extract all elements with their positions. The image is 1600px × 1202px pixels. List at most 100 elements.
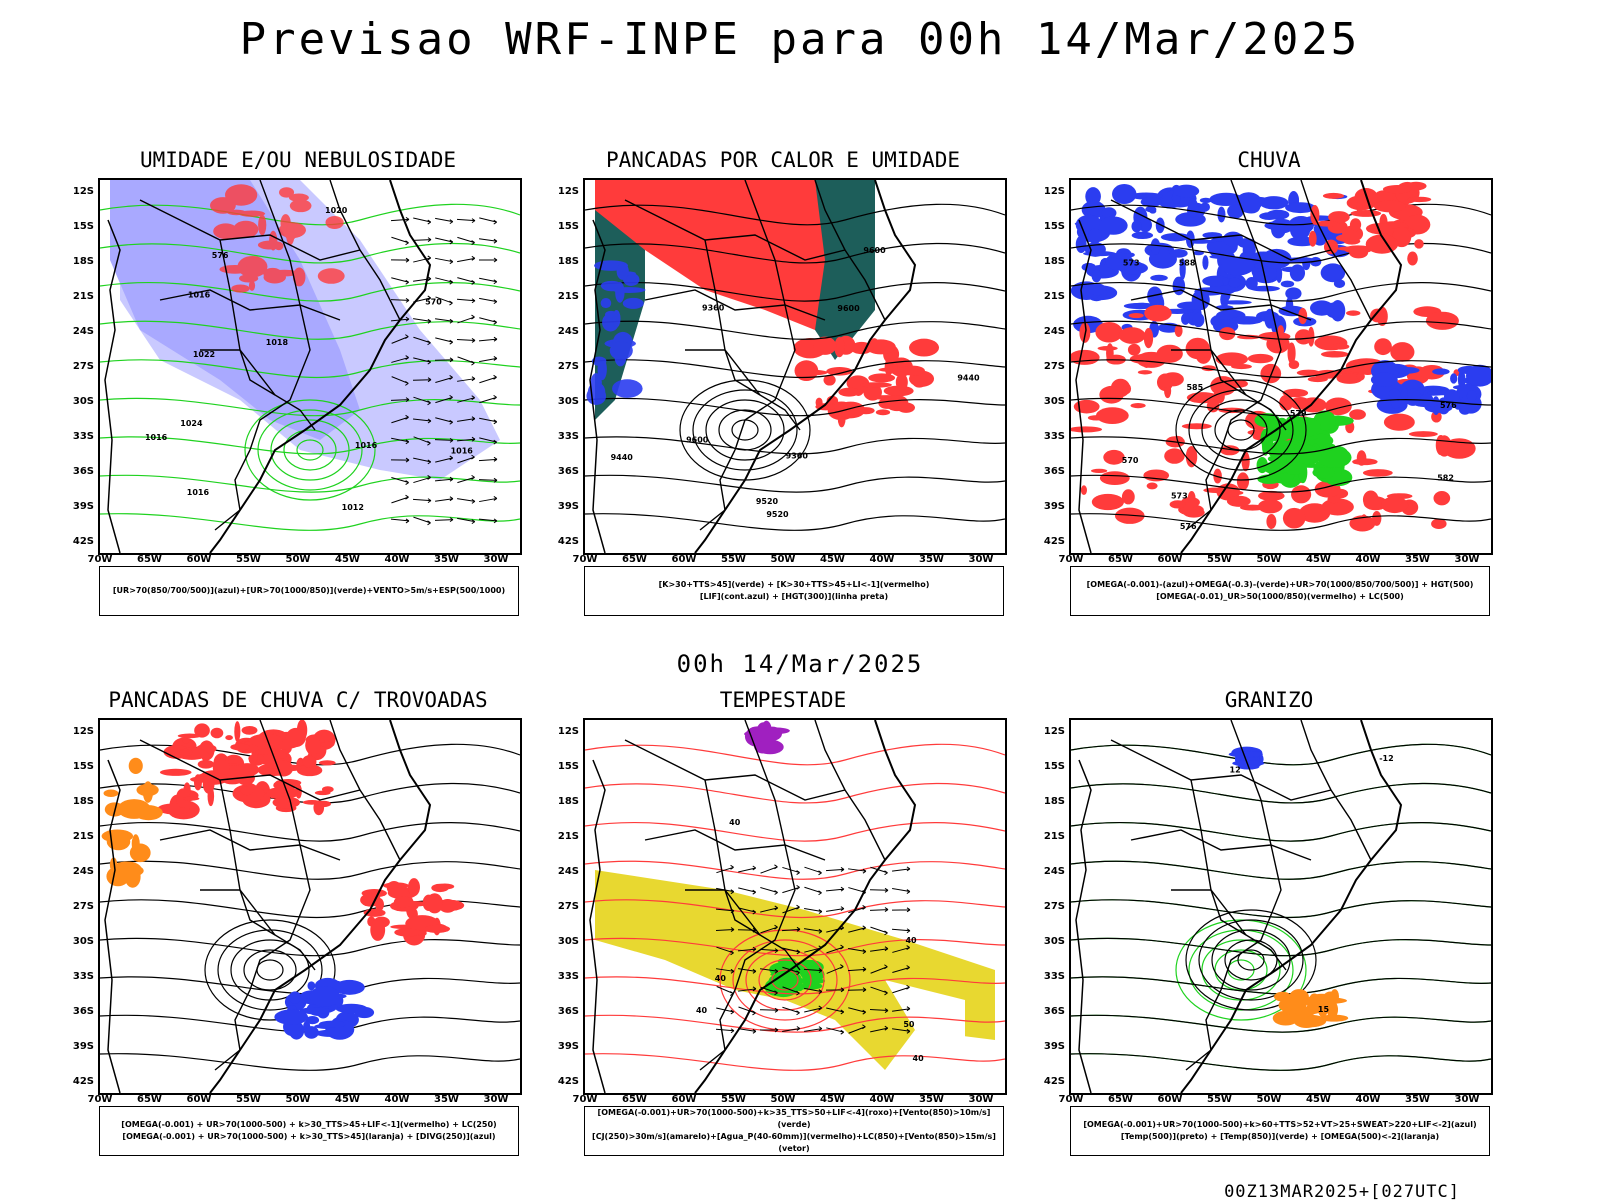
lon-tick-label: 70W	[572, 1094, 598, 1105]
lon-tick-label: 55W	[236, 554, 261, 565]
map-canvas: 40 40 40 40 50 40	[585, 720, 1005, 1093]
lat-tick-label: 18S	[72, 796, 94, 807]
contour-label: 1016	[451, 446, 474, 455]
map-canvas: 1016 1016 1016 1016 1012 1016 1018 1020 1022 1024…	[100, 180, 520, 553]
lat-tick-label: 33S	[1043, 431, 1065, 442]
lon-tick-label: 50W	[770, 1094, 796, 1105]
divergence-blue	[274, 977, 375, 1040]
lon-tick-label: 30W	[968, 554, 994, 565]
lat-tick-label: 36S	[1043, 1006, 1065, 1017]
contour-label: 1024	[180, 419, 203, 428]
contour-lines	[585, 203, 1005, 531]
lat-tick-label: 36S	[557, 1006, 579, 1017]
lat-tick-label: 33S	[557, 971, 579, 982]
lat-tick-label: 27S	[72, 901, 94, 912]
lon-tick-label: 35W	[1405, 554, 1430, 565]
panel-title: PANCADAS POR CALOR E UMIDADE	[605, 148, 960, 172]
omega-orange	[1272, 989, 1349, 1028]
lat-tick-label: 33S	[557, 431, 579, 442]
contour-label: 9440	[611, 453, 634, 462]
lon-tick-label: 50W	[1256, 1094, 1282, 1105]
panel-granizo: GRANIZO 12 15 -12 12S 15S 18S 21S 24S 27S 30S 33S 36…	[1019, 688, 1519, 1168]
panel-title: UMIDADE E/OU NEBULOSIDADE	[139, 148, 457, 172]
lat-tick-label: 42S	[72, 1076, 94, 1087]
lon-tick-label: 45W	[1306, 554, 1331, 565]
lat-tick-label: 15S	[72, 221, 94, 232]
hail-blue	[1228, 746, 1265, 770]
coastline-and-borders	[1075, 720, 1403, 1093]
panel-tempestade: TEMPESTADE 40 40 40 40 50 40 12S 15S 18S 21S 24S 27S…	[533, 688, 1033, 1168]
lon-tick-label: 60W	[186, 554, 212, 565]
contour-label: 9520	[766, 510, 789, 519]
map-frame: 12 15 -12	[1069, 718, 1493, 1095]
legend-line: [OMEGA(-0.001)-(azul)+OMEGA(-0.3)-(verde…	[1086, 580, 1474, 589]
contour-lines	[585, 743, 1005, 1071]
contour-lines	[100, 203, 520, 531]
contour-label: 9600	[686, 436, 709, 445]
lon-tick-label: 70W	[1058, 554, 1084, 565]
storm-red-area	[360, 878, 465, 946]
lon-tick-label: 65W	[137, 554, 162, 565]
lon-tick-label: 65W	[622, 554, 647, 565]
contour-label: 1016	[187, 488, 210, 497]
contour-label: 573	[1171, 491, 1188, 500]
lat-tick-label: 15S	[1043, 221, 1065, 232]
lon-tick-label: 35W	[1405, 1094, 1430, 1105]
rain-blue-area	[1071, 184, 1351, 338]
lon-tick-label: 30W	[1454, 554, 1480, 565]
lon-tick-label: 30W	[1454, 1094, 1480, 1105]
lon-tick-label: 30W	[483, 1094, 509, 1105]
lat-tick-label: 30S	[1043, 936, 1065, 947]
lon-tick-label: 45W	[1306, 1094, 1331, 1105]
panel-legend: [OMEGA(-0.001) + UR>70(1000-500) + k>30_…	[99, 1106, 519, 1156]
lon-tick-label: 60W	[1157, 554, 1183, 565]
lat-tick-label: 21S	[72, 831, 94, 842]
lon-tick-label: 50W	[770, 554, 796, 565]
wind-vectors	[715, 864, 911, 1035]
contour-label: 40	[905, 936, 917, 945]
lon-tick-label: 60W	[186, 1094, 212, 1105]
contour-label: 576	[1440, 401, 1457, 410]
legend-line: [K>30+TTS>45](verde) + [K>30+TTS>45+LI<-…	[658, 580, 930, 589]
contour-label: 9600	[837, 304, 860, 313]
contour-label: 12	[1230, 766, 1241, 775]
lon-tick-label: 40W	[384, 1094, 410, 1105]
lif-contours	[586, 260, 646, 405]
lat-tick-label: 12S	[557, 726, 579, 737]
contour-label: 585	[1186, 383, 1203, 392]
map-frame	[98, 718, 522, 1095]
contour-lines	[1071, 203, 1491, 531]
contour-label: 40	[913, 1054, 925, 1063]
wind-vectors	[390, 216, 498, 526]
lon-tick-label: 45W	[335, 554, 360, 565]
contour-label: 1016	[188, 290, 211, 299]
lat-tick-label: 18S	[1043, 256, 1065, 267]
panel-legend: [OMEGA(-0.001)+UR>70(1000-500)+k>35_TTS>…	[584, 1106, 1004, 1156]
contour-label: 1016	[355, 441, 378, 450]
panel-legend: [K>30+TTS>45](verde) + [K>30+TTS>45+LI<-…	[584, 566, 1004, 616]
storm-red-area	[157, 720, 336, 820]
contour-label: 9440	[957, 374, 980, 383]
lat-tick-label: 12S	[72, 726, 94, 737]
lat-tick-label: 36S	[557, 466, 579, 477]
contour-lines	[100, 743, 520, 1071]
contour-label: 1012	[342, 503, 364, 512]
lat-tick-label: 36S	[1043, 466, 1065, 477]
lat-tick-label: 27S	[557, 901, 579, 912]
lon-tick-label: 60W	[671, 1094, 697, 1105]
contour-label: 576	[212, 251, 229, 260]
contour-label: 1020	[325, 206, 348, 215]
lon-tick-label: 55W	[1207, 1094, 1232, 1105]
lat-tick-label: 18S	[557, 256, 579, 267]
contour-label: -12	[1379, 754, 1393, 763]
contour-label: 40	[696, 1006, 708, 1015]
contour-label: 9520	[756, 497, 779, 506]
lat-tick-label: 39S	[1043, 1041, 1065, 1052]
lon-tick-label: 55W	[721, 554, 746, 565]
instability-green-area	[815, 180, 875, 360]
lat-tick-label: 42S	[1043, 1076, 1065, 1087]
lat-tick-label: 24S	[557, 326, 579, 337]
panel-title: TEMPESTADE	[719, 688, 847, 712]
lat-tick-label: 33S	[72, 431, 94, 442]
thickness-contours	[210, 184, 345, 293]
